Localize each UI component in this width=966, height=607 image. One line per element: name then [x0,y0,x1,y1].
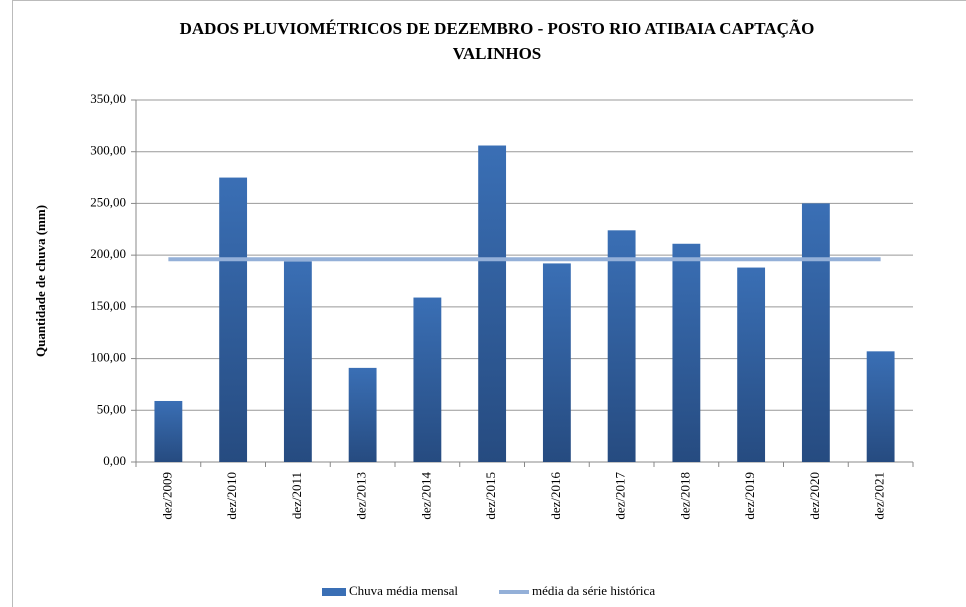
bar [607,230,636,462]
y-tick-label: 300,00 [90,143,126,158]
y-tick-label: 150,00 [90,298,126,313]
bar [737,267,766,462]
legend-label: Chuva média mensal [349,583,458,598]
legend-label: média da série histórica [532,583,655,598]
x-tick-label: dez/2017 [613,472,628,520]
y-tick-label: 0,00 [103,453,126,468]
bar [348,367,377,462]
x-tick-label: dez/2016 [548,472,563,520]
x-tick-label: dez/2015 [483,472,498,520]
bar [219,177,248,463]
legend-swatch [322,588,346,596]
bar [801,203,830,462]
y-tick-label: 350,00 [90,91,126,106]
bar [413,297,442,462]
x-tick-label: dez/2020 [807,472,822,520]
x-tick-label: dez/2010 [224,472,239,520]
bar [542,263,571,462]
bar [478,145,507,462]
y-tick-label: 200,00 [90,246,126,261]
bar [672,243,701,462]
bar [154,400,183,462]
chart-title: VALINHOS [453,44,542,63]
y-tick-label: 50,00 [97,401,126,416]
x-tick-label: dez/2011 [289,472,304,519]
chart-title: DADOS PLUVIOMÉTRICOS DE DEZEMBRO - POSTO… [180,19,815,38]
bar [283,261,312,462]
y-tick-label: 100,00 [90,350,126,365]
bar [866,351,895,462]
x-tick-label: dez/2014 [418,472,433,520]
x-tick-label: dez/2009 [159,472,174,520]
y-tick-label: 250,00 [90,194,126,209]
x-tick-label: dez/2013 [354,472,369,520]
x-tick-label: dez/2019 [742,472,757,520]
y-axis-label: Quantidade de chuva (mm) [33,205,48,357]
x-tick-label: dez/2018 [677,472,692,520]
x-tick-label: dez/2021 [872,472,887,520]
chart-frame [12,0,966,607]
